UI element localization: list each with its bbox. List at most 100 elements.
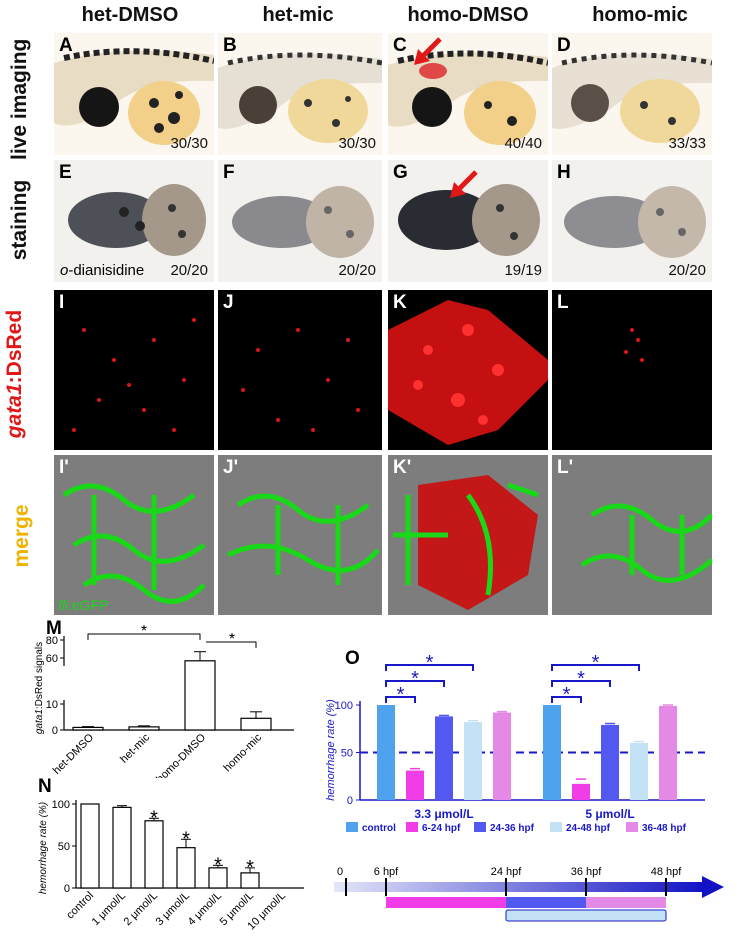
panel-d-live-homo-mic: D 33/33 [552,33,712,155]
sample-count: 19/19 [504,262,542,279]
legend-label: control [362,823,396,834]
significance-star: * [229,631,235,648]
significance-bracket [551,664,640,671]
significance-star: * [141,623,147,640]
column-header-homo-dmso: homo-DMSO [407,4,529,26]
y-tick-label: 0 [347,795,353,807]
panel-letter: J' [223,457,239,478]
y-axis-label: gata1:DsRed signals [34,642,45,734]
sample-count: 30/30 [170,135,208,152]
panel-letter: D [557,35,571,56]
panel-letter: A [59,35,73,56]
panel-letter: K [393,292,407,313]
legend-swatch [550,822,562,832]
fli-egfp-label: fli:eGFP [58,597,109,613]
stained-larva-image [564,186,706,258]
significance-star: * [592,655,600,674]
x-tick-label: 2 μmol/L [122,890,160,928]
panel-letter: I' [59,457,69,478]
bar [128,726,160,731]
bar [493,712,511,800]
significance-star: * [577,668,585,690]
significance-star: * [214,854,222,876]
significance-bracket [385,680,445,687]
bar [240,717,272,731]
x-tick-label: het-DMSO [51,731,97,777]
bar [112,806,132,889]
panel-letter-n: N [38,776,52,797]
bar [80,803,100,889]
timeline-tick-label: 6 hpf [374,866,399,878]
significance-bracket [206,641,257,648]
panel-f-stain-het-mic: F 20/20 [218,160,382,282]
sample-count: 20/20 [668,262,706,279]
row-label-live-imaging: live imaging [8,38,31,160]
stained-larva-image [232,186,374,258]
larva-image [218,52,382,143]
significance-star: * [246,857,254,879]
panel-letter: I [59,292,65,313]
hemorrhage-arrow-c [410,35,446,76]
significance-bracket [551,680,611,687]
panel-i-gata1-het-dmso: I [54,290,214,450]
column-header-homo-mic: homo-mic [592,4,688,26]
x-tick-label: het-mic [118,731,152,765]
panel-k-prime-merge-homo-dmso: K' [388,455,548,615]
fluorescence-image [241,328,360,432]
panel-letter: L [557,292,569,313]
panel-i-prime-merge-het-dmso: I' fli:eGFP [54,455,214,615]
panel-l-prime-merge-homo-mic: L' [552,455,712,615]
merged-fluorescence-image [226,493,380,585]
panel-l-gata1-homo-mic: L [552,290,712,450]
significance-bracket [551,696,582,703]
merged-fluorescence-image [580,503,712,583]
panel-letter-o: O [345,648,360,669]
y-tick-label: 50 [58,841,70,853]
bar [72,726,104,731]
panel-k-gata1-homo-dmso: K [388,290,548,450]
y-tick-label: 80 [46,635,58,647]
y-tick-label: 100 [52,799,70,811]
bar [464,722,482,800]
panel-e-stain-het-dmso: E o-dianisidine 20/20 [54,160,214,282]
panel-letter: E [59,162,72,183]
y-tick-label: 0 [64,883,70,895]
fluorescence-image [72,318,196,432]
y-tick-label: 10 [46,699,58,711]
timeline-segment-36-48 [586,897,666,908]
hemorrhage-arrow-g [446,168,482,209]
fluorescence-image [624,328,644,362]
panel-a-live-het-dmso: A 30/30 [54,33,214,155]
significance-star: * [411,668,419,690]
merged-fluorescence-image [393,475,539,610]
significance-bracket [385,696,416,703]
timeline-tick-label: 36 hpf [571,866,603,878]
panel-letter: H [557,162,571,183]
legend-swatch [626,822,638,832]
legend-label: 36-48 hpf [642,823,687,834]
significance-star: * [397,684,405,706]
larva-image [552,52,712,143]
stained-larva-image [398,184,540,256]
larva-image [388,50,548,145]
sample-count: 30/30 [338,135,376,152]
panel-letter: B [223,35,237,56]
bar [144,820,164,889]
sample-count: 40/40 [504,135,542,152]
x-tick-label: 1 μmol/L [90,890,128,928]
group-label: 3.3 μmol/L [414,807,473,821]
significance-star: * [150,807,158,829]
panel-h-stain-homo-mic: H 20/20 [552,160,712,282]
panel-letter: C [393,35,407,56]
x-tick-label: 3 μmol/L [154,890,192,928]
timeline-tick-label: 48 hpf [651,866,683,878]
sample-count: 33/33 [668,135,706,152]
y-tick-label: 100 [335,700,353,712]
timeline-tick-label: 0 [337,866,343,878]
x-tick-label: homo-mic [221,731,264,774]
sample-count: 20/20 [338,262,376,279]
timeline-segment-6-24 [386,897,506,908]
legend-label: 24-48 hpf [566,823,611,834]
bar [572,783,590,800]
